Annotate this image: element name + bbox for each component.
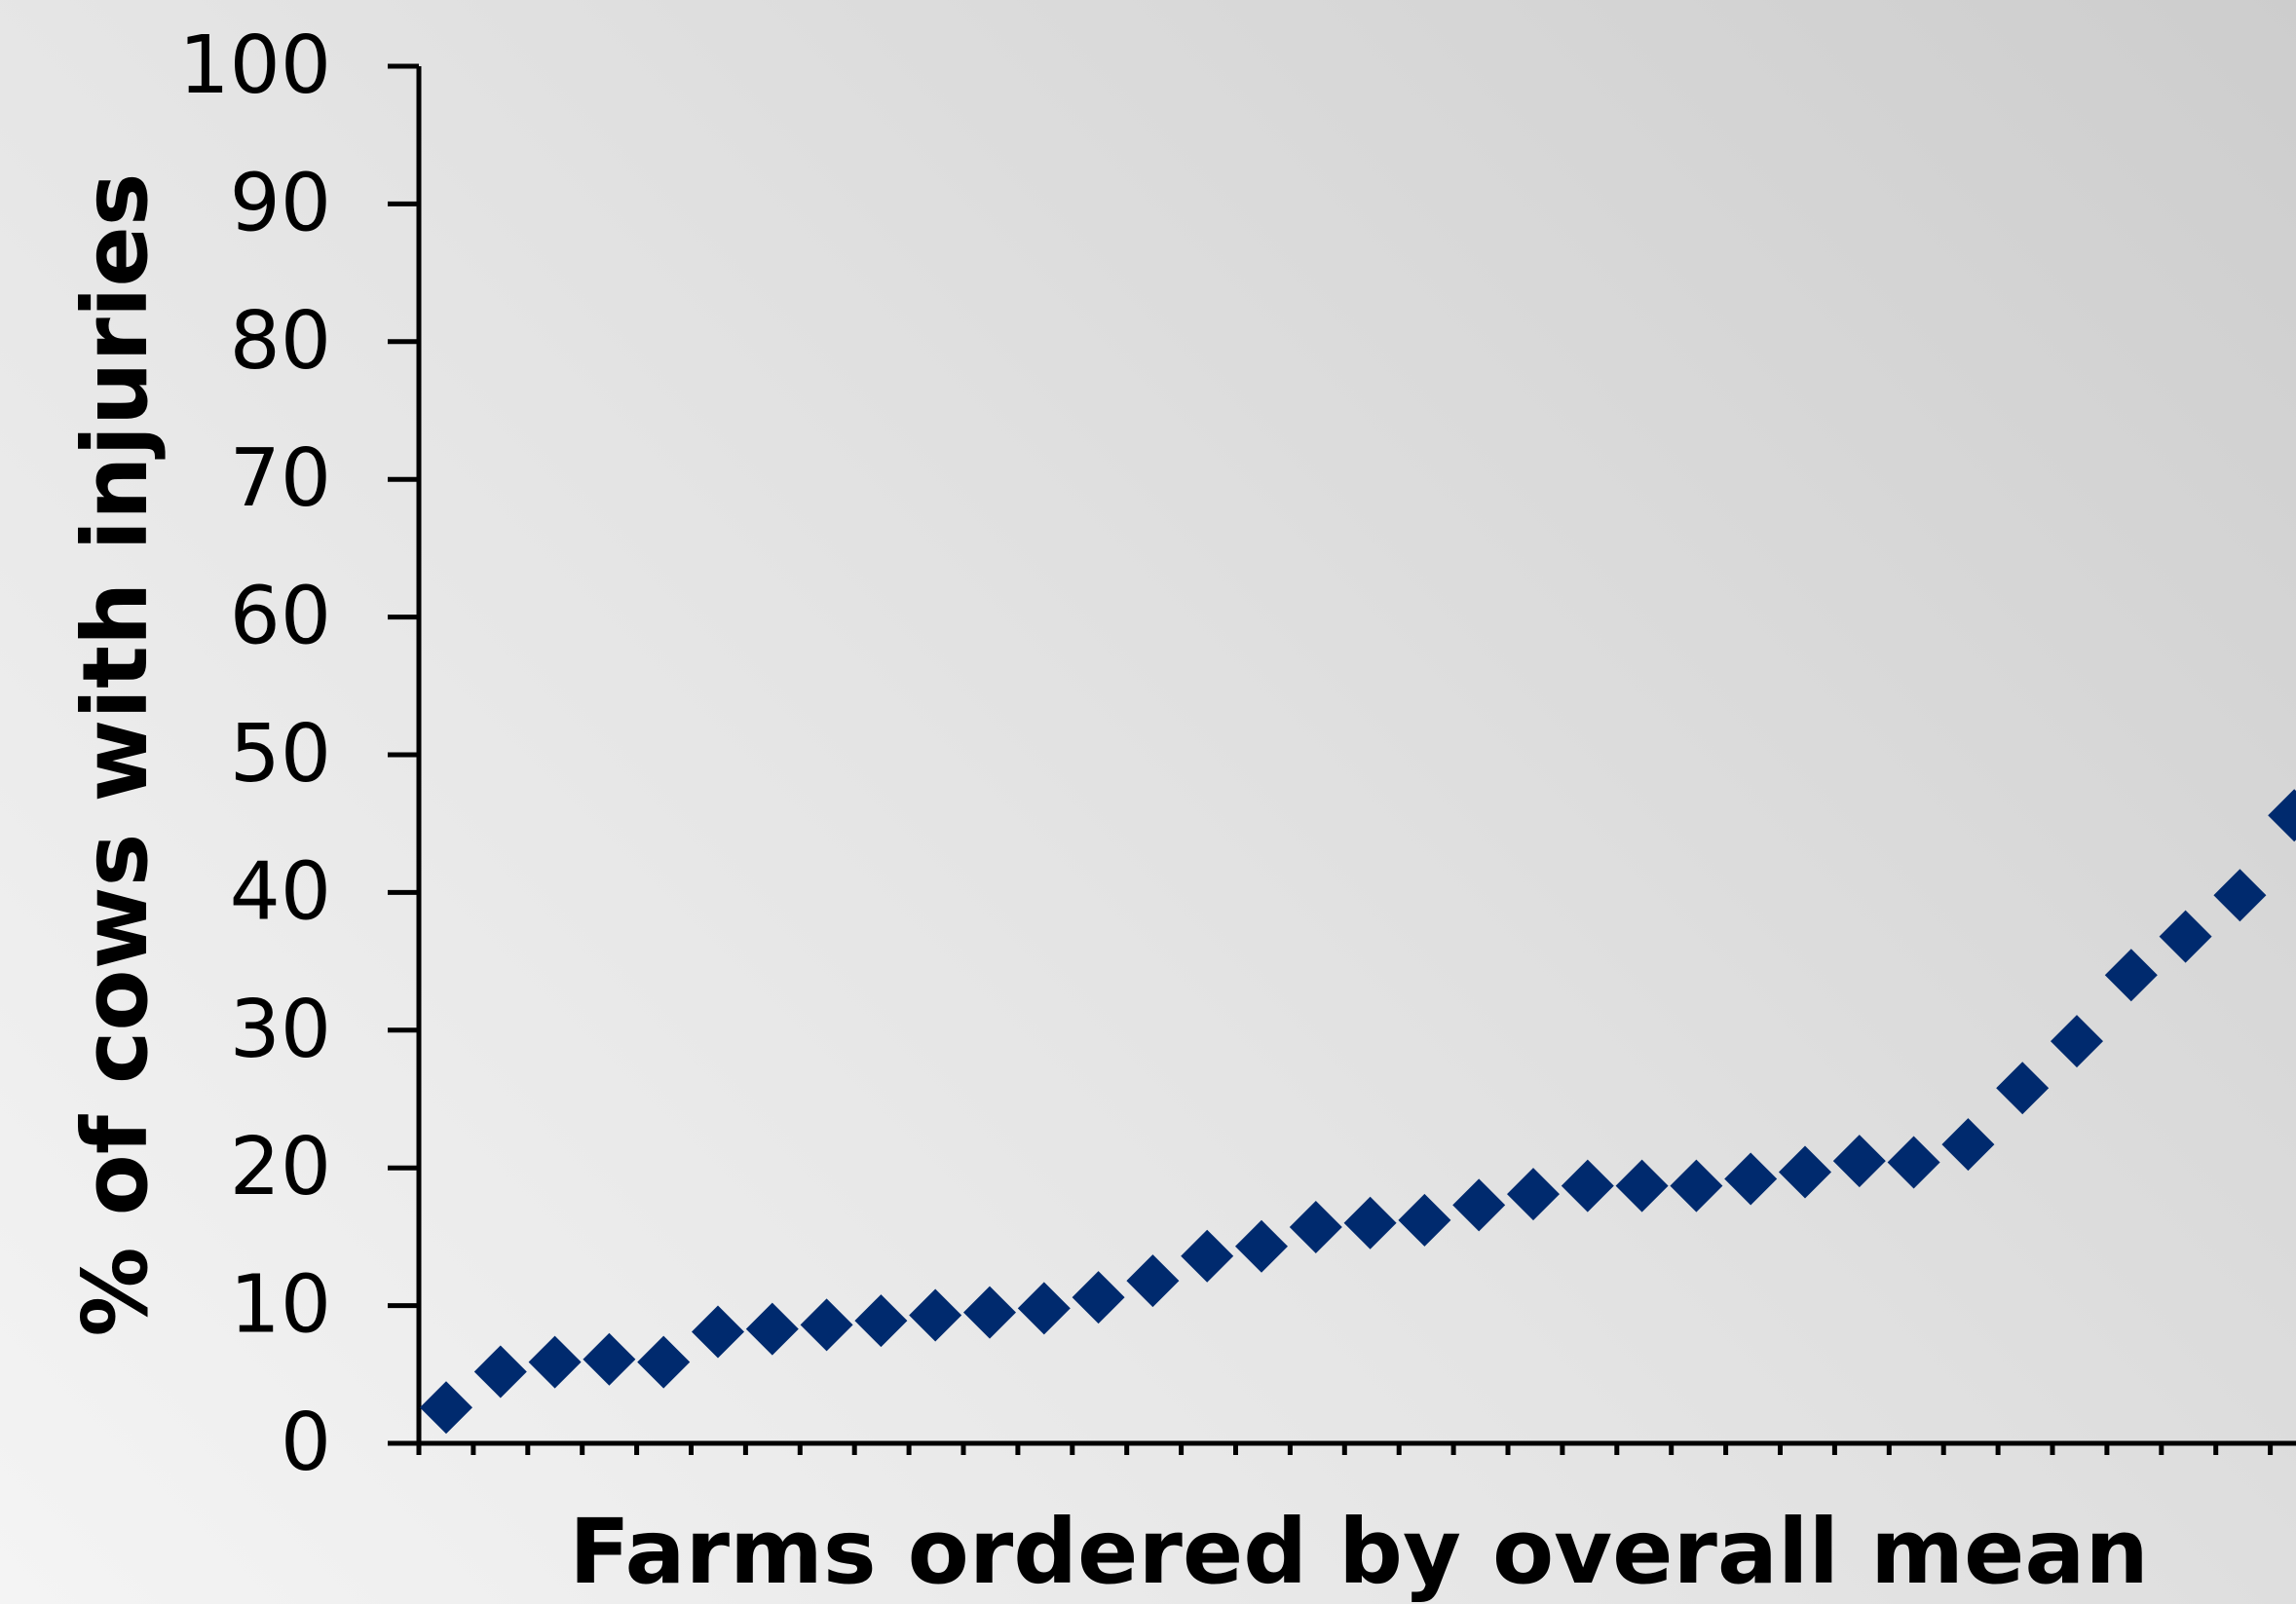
y-tick-label: 80: [230, 295, 331, 388]
y-tick-label: 40: [230, 845, 331, 938]
data-point: [1507, 1168, 1560, 1221]
data-point: [528, 1335, 582, 1389]
data-point: [473, 1345, 527, 1399]
data-point: [909, 1288, 962, 1342]
data-point: [1724, 1152, 1778, 1206]
data-point: [1561, 1159, 1614, 1212]
y-axis-title: % of cows with injuries: [63, 172, 168, 1336]
y-tick-label: 60: [230, 571, 331, 663]
y-tick-label: 50: [230, 708, 331, 801]
data-point: [1887, 1136, 1940, 1189]
data-point: [1941, 1118, 1995, 1172]
data-point: [745, 1302, 799, 1356]
data-point: [1235, 1219, 1288, 1273]
y-tick-label: 100: [178, 19, 331, 112]
y-tick-label: 90: [230, 157, 331, 249]
y-tick-label: 70: [230, 432, 331, 525]
data-point: [1615, 1159, 1669, 1212]
data-point: [583, 1332, 636, 1386]
data-point: [2213, 869, 2267, 922]
y-tick-label: 30: [230, 984, 331, 1076]
data-point: [854, 1294, 908, 1348]
data-point: [1779, 1145, 1831, 1199]
y-axis-tick-labels: 0 10 20 30 40 50 60 70 80 90 100: [178, 19, 331, 1489]
data-point: [692, 1305, 744, 1359]
y-tick-label: 0: [281, 1397, 331, 1489]
data-point: [1398, 1193, 1451, 1247]
y-tick-label: 10: [230, 1259, 331, 1352]
data-point: [1289, 1201, 1342, 1254]
data-point: [800, 1298, 853, 1352]
data-point: [2051, 1015, 2103, 1068]
data-point: [1126, 1254, 1180, 1308]
data-point: [1017, 1282, 1071, 1335]
data-point: [1181, 1229, 1234, 1283]
y-axis-ticks: [388, 63, 419, 1446]
y-tick-label: 20: [230, 1121, 331, 1213]
data-point: [1670, 1159, 1723, 1212]
data-points: [420, 789, 2296, 1435]
x-axis-title: Farms ordered by overall mean: [569, 1500, 2149, 1604]
data-point: [1452, 1178, 1506, 1232]
data-point: [1996, 1062, 2050, 1115]
data-point: [2104, 949, 2158, 1002]
data-point: [2159, 910, 2212, 963]
data-point: [2268, 789, 2296, 842]
data-point: [1343, 1196, 1397, 1250]
data-point: [1832, 1135, 1886, 1188]
data-point: [1072, 1271, 1125, 1324]
data-point: [420, 1381, 472, 1435]
data-point: [963, 1286, 1016, 1339]
data-point: [637, 1335, 691, 1389]
